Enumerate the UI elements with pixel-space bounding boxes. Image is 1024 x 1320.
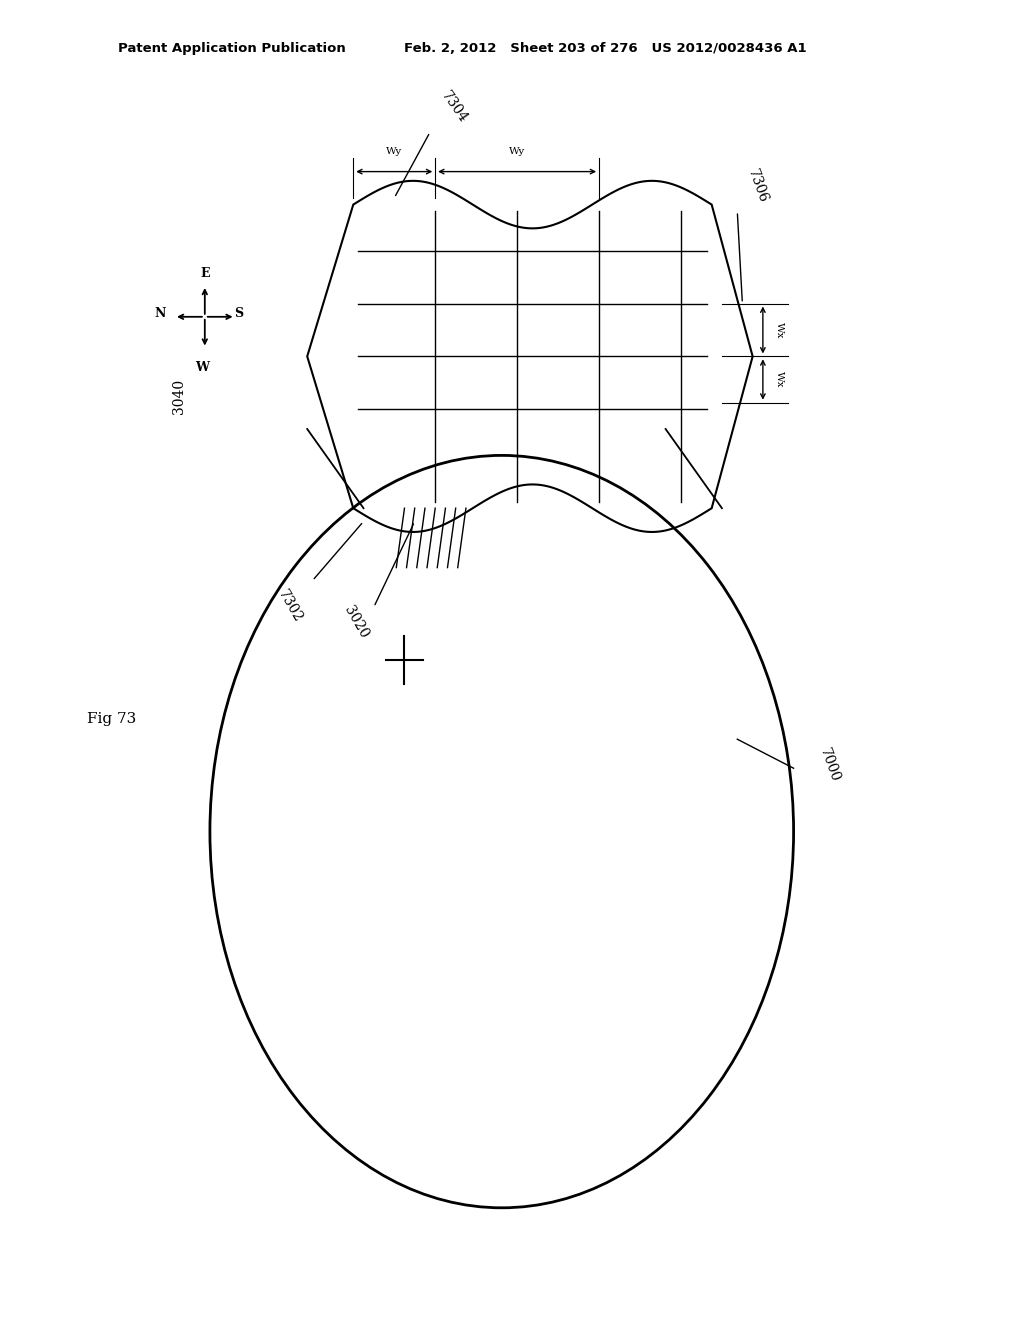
Text: Wy: Wy <box>386 147 402 156</box>
Text: 7000: 7000 <box>817 747 842 784</box>
Text: Fig 73: Fig 73 <box>87 713 136 726</box>
Text: 7306: 7306 <box>745 166 771 205</box>
Text: 3020: 3020 <box>341 603 371 640</box>
Text: E: E <box>200 267 210 280</box>
Text: Wx: Wx <box>775 371 784 388</box>
Text: Feb. 2, 2012   Sheet 203 of 276   US 2012/0028436 A1: Feb. 2, 2012 Sheet 203 of 276 US 2012/00… <box>404 42 807 55</box>
Text: 3040: 3040 <box>172 379 186 413</box>
Text: S: S <box>234 308 244 321</box>
Text: W: W <box>196 360 209 374</box>
Text: Wy: Wy <box>509 147 525 156</box>
Text: Patent Application Publication: Patent Application Publication <box>118 42 345 55</box>
Text: 7304: 7304 <box>438 88 470 125</box>
Text: N: N <box>155 308 166 321</box>
Text: 7302: 7302 <box>275 587 305 624</box>
Text: Wx: Wx <box>775 322 784 338</box>
